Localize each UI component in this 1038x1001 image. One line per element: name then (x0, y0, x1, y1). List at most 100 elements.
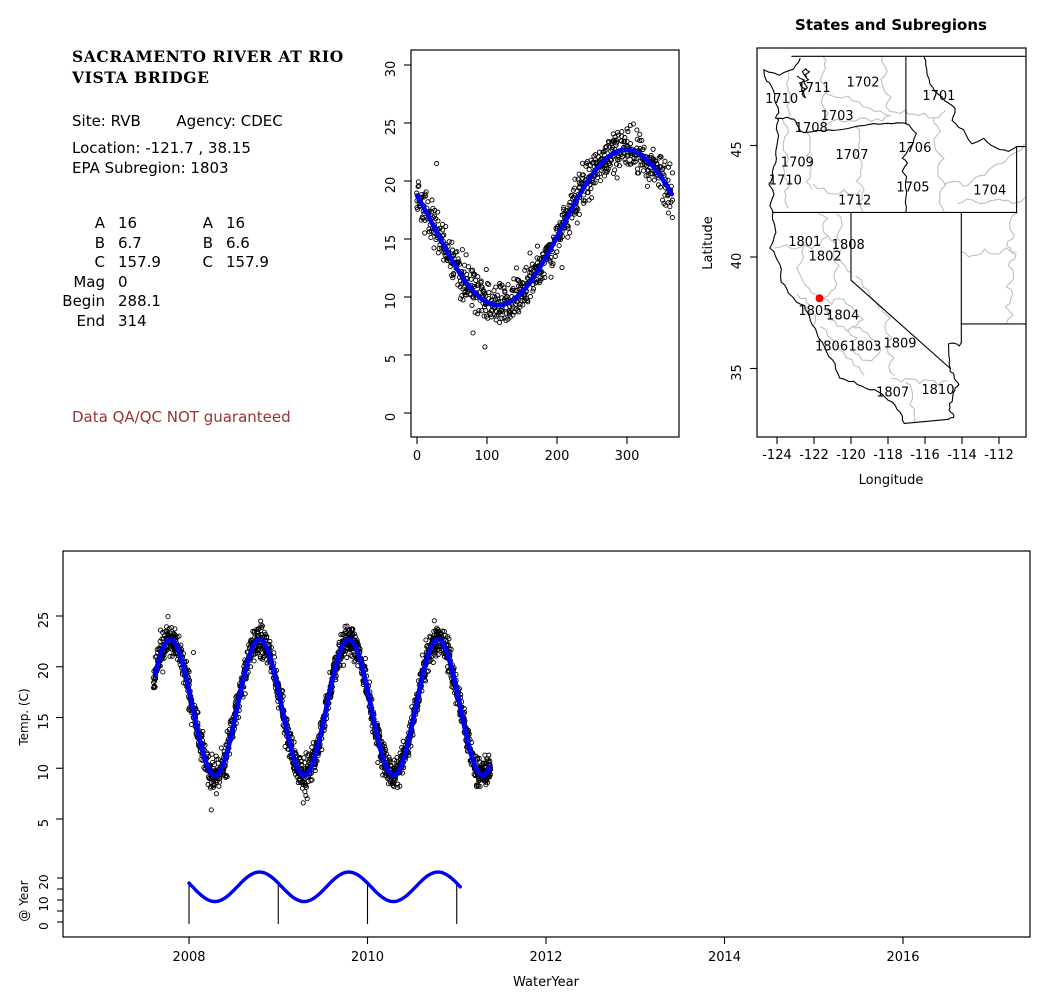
nv-az-border (947, 341, 963, 370)
subregion-label: 1711 (797, 81, 830, 96)
param-row: A 16 (185, 214, 269, 234)
subregion-label: 1808 (832, 238, 865, 253)
subregion-boundary (819, 326, 865, 376)
param-row: B 6.7 (60, 234, 161, 254)
seasonal-fit-curve-green (415, 149, 674, 306)
subregion-label: 1802 (809, 249, 842, 264)
site-info-panel: SACRAMENTO RIVER AT RIO VISTA BRIDGE Sit… (0, 0, 400, 520)
map-box (756, 47, 1027, 438)
subregion-label: 1705 (896, 180, 929, 195)
seasonal-x-tick-label: 300 (615, 449, 640, 464)
subregion-label: 1702 (846, 75, 879, 90)
subregion-label: 1712 (838, 194, 871, 209)
timeseries-y-tick-label: 25 (37, 612, 52, 629)
subregion-boundary (891, 377, 948, 386)
subregion-label: 1704 (973, 184, 1006, 199)
param-label: B (202, 233, 213, 252)
subregion-boundary (781, 118, 791, 209)
map-y-tick-label: 45 (730, 141, 745, 158)
param-value: 16 (118, 214, 138, 232)
subregion-boundary (961, 247, 1018, 258)
map-y-tick-label: 40 (730, 253, 745, 270)
map-title: States and Subregions (795, 16, 987, 34)
site-label: Site: (72, 112, 106, 130)
param-row: C 157.9 (185, 253, 269, 273)
map-x-tick-label: -114 (947, 448, 977, 463)
yearly-amplitude-curve (187, 870, 462, 904)
subregion-label: 1706 (898, 141, 931, 156)
subregion-label: 1703 (821, 109, 854, 124)
subregion-boundary (957, 197, 1026, 205)
param-value: 6.7 (118, 233, 142, 252)
seasonal-plot-box (410, 49, 680, 438)
seasonal-y-tick-label: 10 (384, 293, 399, 310)
fit-params-column-1: A 16 B 6.7 C 157.9 Mag 0 Begin 288.1 End 314 (60, 214, 161, 331)
subregion-boundary (905, 381, 916, 424)
param-row: End 314 (60, 312, 161, 332)
map-x-tick-label: -122 (799, 448, 829, 463)
map-x-axis-title: Longitude (859, 473, 924, 488)
timeseries-y2-tick-label: 10 (37, 896, 51, 911)
timeseries-x-tick-label: 2016 (886, 950, 919, 965)
subregion-label: 1710 (765, 92, 798, 107)
timeseries-x-axis-title: WaterYear (513, 975, 580, 990)
id-mt-border (923, 55, 1018, 152)
colorado-river-border (948, 367, 960, 420)
param-row: B 6.6 (185, 234, 269, 254)
subregion-label: 1807 (876, 385, 909, 400)
seasonal-x-tick-label: 200 (545, 449, 570, 464)
subregion-boundary (822, 297, 864, 332)
puget-sound (796, 68, 811, 99)
wa-or-border (777, 116, 907, 134)
seasonal-y-tick-label: 30 (384, 61, 399, 78)
fit-params-column-2: A 16 B 6.6 C 157.9 (185, 214, 269, 273)
timeseries-x-tick-label: 2010 (351, 950, 384, 965)
timeseries-x-tick-label: 2014 (708, 950, 741, 965)
subregion-boundary (880, 55, 946, 119)
map-x-tick-label: -112 (984, 448, 1014, 463)
agency-label: Agency: (176, 112, 236, 130)
subregion-boundary (836, 213, 852, 274)
param-label: Begin (62, 292, 105, 310)
seasonal-y-tick-label: 5 (384, 355, 399, 363)
param-value: 314 (118, 311, 147, 330)
subregion-boundary (1004, 212, 1019, 325)
subregion-label: 1806 (815, 340, 848, 355)
subregion-label: 1710 (769, 174, 802, 189)
site-title-line1: SACRAMENTO RIVER AT RIO (72, 47, 344, 66)
param-value: 288.1 (118, 292, 161, 310)
subregion-boundary (797, 293, 816, 326)
timeseries-x-tick-label: 2012 (529, 950, 562, 965)
param-value: 0 (118, 272, 128, 291)
param-label: A (202, 214, 213, 232)
site-agency-line: Site: RVB Agency: CDEC (72, 112, 283, 130)
timeseries-y-tick-label: 5 (37, 819, 52, 827)
seasonal-fit-curve-blue (414, 147, 675, 308)
timeseries-y-axis-title: Temp. (C) (17, 688, 31, 746)
seasonal-y-tick-label: 15 (384, 235, 399, 252)
timeseries-y2-axis-title: @ Year (17, 880, 31, 921)
seasonal-scatter-points (414, 121, 676, 350)
subregion-label: 1805 (798, 304, 831, 319)
param-value: 16 (226, 214, 246, 232)
subregion-boundary (933, 116, 947, 213)
map-y-axis-title: Latitude (701, 216, 716, 270)
site-value: RVB (110, 112, 141, 130)
subregion-boundary (812, 184, 861, 196)
pacific-coast (763, 69, 905, 424)
param-label: C (94, 253, 105, 271)
location-line: Location: -121.7 , 38.15 (72, 139, 251, 157)
subregion-boundary (847, 325, 882, 362)
param-label: B (94, 233, 105, 252)
subregion-label: 1707 (835, 148, 868, 163)
site-title: SACRAMENTO RIVER AT RIO VISTA BRIDGE (72, 46, 344, 88)
param-value: 6.6 (226, 233, 250, 252)
subregion-label: 1709 (781, 156, 814, 171)
subregion-label: 1708 (795, 121, 828, 136)
seasonal-y-tick-label: 20 (384, 177, 399, 194)
map-layer: 1711171017021701170317081706170717091710… (763, 55, 1026, 424)
timeseries-y-tick-label: 10 (37, 764, 52, 781)
subregion-boundary (796, 235, 840, 299)
